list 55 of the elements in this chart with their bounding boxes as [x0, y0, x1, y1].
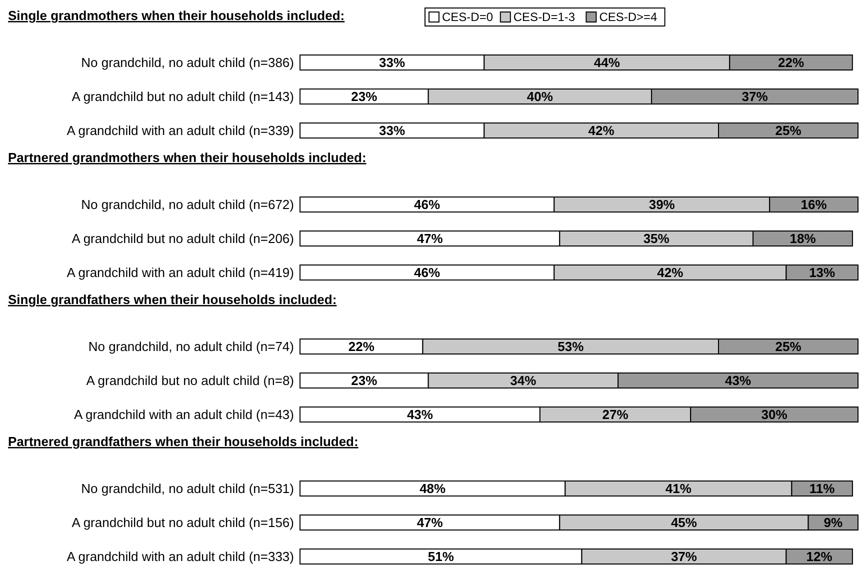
- data-label: 35%: [643, 231, 670, 246]
- data-label: 13%: [809, 265, 836, 280]
- data-label: 23%: [351, 373, 378, 388]
- y-tick-label: A grandchild but no adult child (n=143): [72, 89, 294, 104]
- y-tick-label: No grandchild, no adult child (n=386): [81, 55, 294, 70]
- data-label: 43%: [725, 373, 752, 388]
- data-label: 53%: [558, 339, 584, 354]
- data-label: 45%: [670, 515, 698, 530]
- y-tick-label: No grandchild, no adult child (n=74): [88, 339, 294, 354]
- data-label: 39%: [648, 197, 676, 212]
- legend-label: CES-D=1-3: [513, 10, 576, 24]
- y-tick-label: A grandchild but no adult child (n=156): [72, 515, 294, 530]
- data-label: 34%: [510, 373, 537, 388]
- legend-label: CES-D=0: [442, 10, 494, 24]
- data-label: 33%: [379, 55, 406, 70]
- data-label: 16%: [800, 197, 828, 212]
- data-label: 46%: [414, 197, 441, 212]
- data-label: 40%: [526, 89, 554, 104]
- data-label: 44%: [594, 55, 620, 70]
- legend-label: CES-D>=4: [599, 10, 658, 24]
- y-tick-label: No grandchild, no adult child (n=531): [81, 481, 294, 496]
- data-label: 22%: [348, 339, 375, 354]
- data-label: 30%: [761, 407, 788, 422]
- data-label: 37%: [670, 549, 698, 564]
- data-label: 23%: [351, 89, 378, 104]
- text: Single grandfathers when their households included:: [8, 292, 337, 307]
- y-tick-label: No grandchild, no adult child (n=672): [81, 197, 294, 212]
- data-label: 25%: [775, 123, 802, 138]
- data-label: 41%: [665, 481, 692, 496]
- data-label: 22%: [778, 55, 804, 70]
- data-label: 47%: [416, 515, 444, 530]
- text: Partnered grandfathers when their households included:: [8, 434, 358, 449]
- data-label: 33%: [379, 123, 406, 138]
- data-label: 42%: [657, 265, 684, 280]
- y-tick-label: A grandchild with an adult child (n=333): [66, 549, 294, 564]
- data-label: 43%: [406, 407, 434, 422]
- data-label: 9%: [824, 515, 843, 530]
- y-tick-label: A grandchild with an adult child (n=339): [66, 123, 294, 138]
- y-tick-label: A grandchild but no adult child (n=8): [86, 373, 294, 388]
- data-label: 27%: [602, 407, 629, 422]
- data-label: 47%: [416, 231, 444, 246]
- y-tick-label: A grandchild with an adult child (n=43): [74, 407, 294, 422]
- data-label: 46%: [414, 265, 441, 280]
- data-label: 42%: [588, 123, 615, 138]
- y-tick-label: A grandchild but no adult child (n=206): [72, 231, 294, 246]
- y-tick-label: A grandchild with an adult child (n=419): [66, 265, 294, 280]
- text: Partnered grandmothers when their households included:: [8, 150, 366, 165]
- data-label: 11%: [809, 481, 836, 496]
- data-label: 25%: [775, 339, 802, 354]
- data-label: 18%: [790, 231, 816, 246]
- data-label: 51%: [428, 549, 454, 564]
- data-label: 48%: [420, 481, 446, 496]
- data-label: 37%: [742, 89, 768, 104]
- text: Single grandmothers when their households included:: [8, 8, 345, 23]
- data-label: 12%: [806, 549, 833, 564]
